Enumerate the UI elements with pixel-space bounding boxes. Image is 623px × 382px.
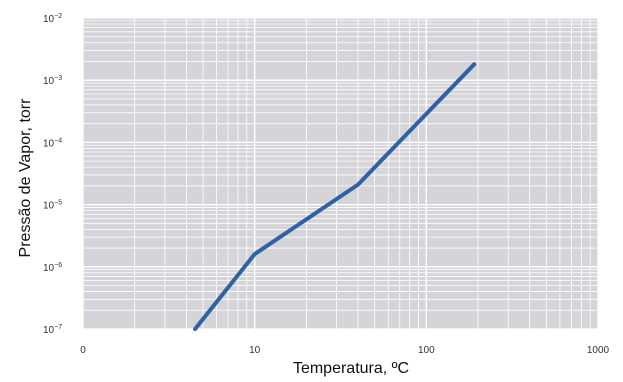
grid xyxy=(82,17,599,330)
x-tick-label: 100 xyxy=(418,345,435,356)
x-tick-label: 1000 xyxy=(587,345,610,356)
series-line xyxy=(193,62,477,331)
x-tick-label: 0 xyxy=(80,345,86,356)
y-tick-label: 10−7 xyxy=(43,324,62,336)
y-tick-label: 10−2 xyxy=(43,13,62,25)
y-axis-label: Pressão de Vapor, torr xyxy=(17,98,34,258)
x-tick-label: 10 xyxy=(249,345,261,356)
plot-area xyxy=(83,18,598,329)
x-axis-label: Temperatura, ºC xyxy=(293,360,409,377)
y-tick-label: 10−6 xyxy=(43,262,62,274)
y-tick-label: 10−4 xyxy=(43,137,62,149)
series-layer xyxy=(193,62,477,331)
y-tick-label: 10−5 xyxy=(43,200,62,212)
y-tick-label: 10−3 xyxy=(43,75,62,87)
tick-labels: 0 10 100 1000 10−7 10−6 10−5 10−4 10−3 10−2 xyxy=(43,13,610,356)
